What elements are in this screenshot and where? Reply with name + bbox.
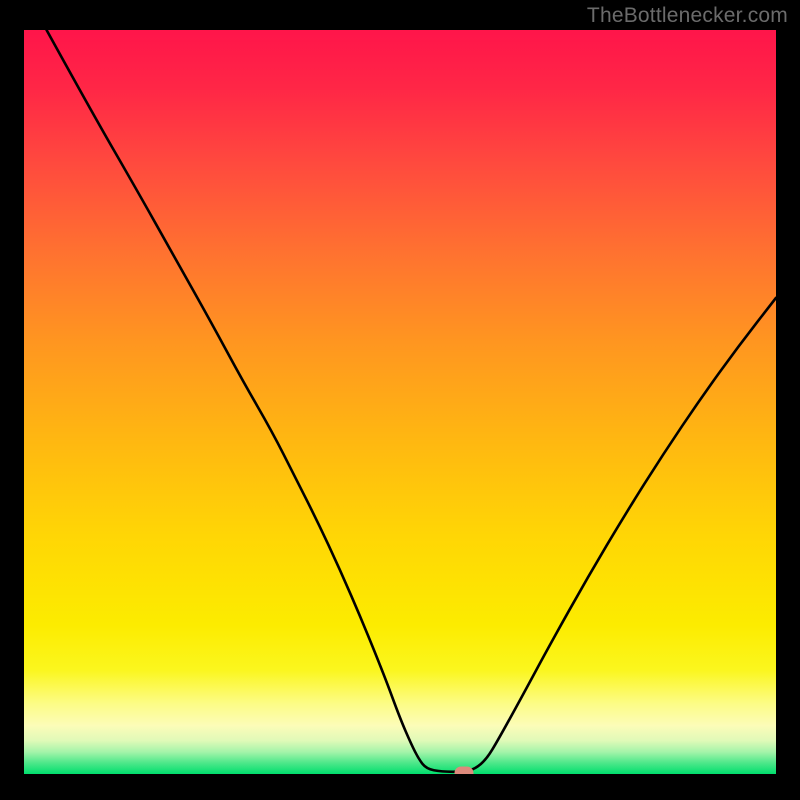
curve-path <box>47 30 776 772</box>
bottleneck-curve <box>24 30 776 774</box>
plot-area <box>24 30 776 774</box>
watermark-text: TheBottlenecker.com <box>587 4 788 28</box>
chart-canvas: TheBottlenecker.com <box>0 0 800 800</box>
plot-frame <box>24 30 776 774</box>
optimal-marker <box>454 766 473 774</box>
